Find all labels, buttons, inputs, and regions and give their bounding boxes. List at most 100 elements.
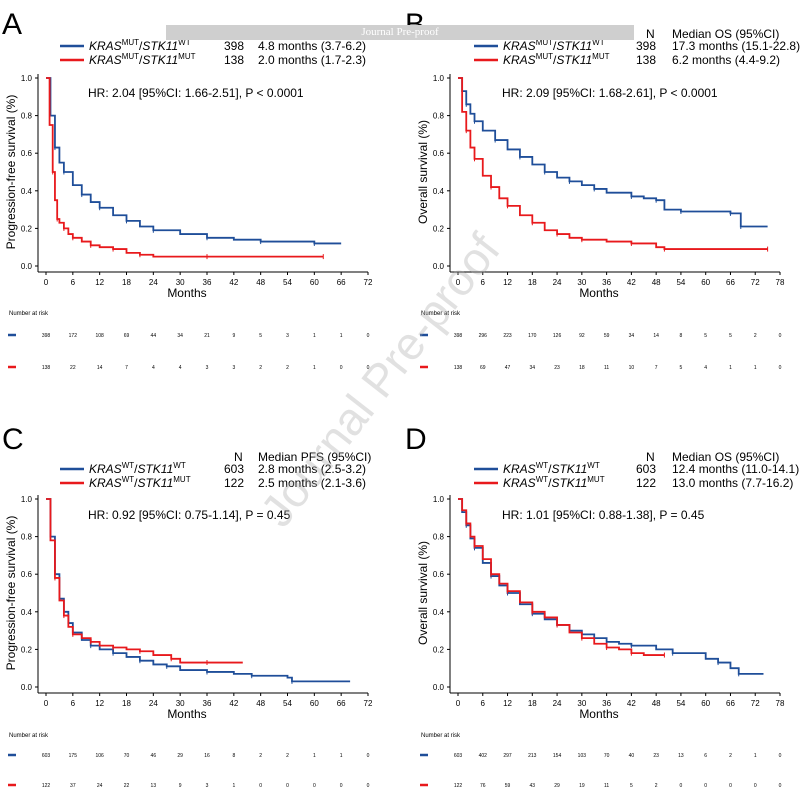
risk-count: 4 [704,365,707,371]
risk-count: 398 [454,333,463,339]
x-tick-label: 12 [95,278,104,287]
risk-count: 5 [259,333,262,339]
x-tick-label: 48 [652,699,661,708]
risk-count: 154 [553,753,562,759]
risk-count: 10 [629,365,635,371]
risk-count: 2 [259,365,262,371]
survival-curve-mut [458,499,664,655]
y-tick-label: 0.6 [21,570,33,579]
legend-n-value: 398 [224,39,244,53]
y-tick-label: 0.8 [433,533,445,542]
risk-count: 1 [340,333,343,339]
risk-count: 22 [70,365,76,371]
risk-count: 40 [629,753,635,759]
risk-count: 0 [367,365,370,371]
risk-count: 603 [454,753,463,759]
legend-median-value: 2.5 months (2.1-3.6) [258,476,366,490]
x-tick-label: 24 [149,699,158,708]
risk-count: 76 [480,783,486,789]
risk-count: 126 [553,333,562,339]
risk-count: 2 [655,783,658,789]
risk-count: 92 [579,333,585,339]
x-tick-label: 18 [122,699,131,708]
y-tick-label: 0.8 [21,533,33,542]
survival-curve-wt [46,499,350,681]
x-tick-label: 78 [776,699,785,708]
risk-count: 213 [528,753,537,759]
x-tick-label: 0 [44,699,49,708]
risk-count: 23 [554,365,560,371]
x-tick-label: 48 [652,278,661,287]
risk-count: 70 [604,753,610,759]
legend-n-value: 603 [224,462,244,476]
risk-count: 1 [340,753,343,759]
risk-count: 1 [313,365,316,371]
hazard-ratio-text: HR: 2.09 [95%CI: 1.68-2.61], P < 0.0001 [502,86,718,100]
x-tick-label: 54 [676,699,685,708]
x-tick-label: 54 [283,699,292,708]
x-tick-label: 18 [528,278,537,287]
risk-count: 29 [177,753,183,759]
x-tick-label: 60 [701,699,710,708]
x-tick-label: 12 [503,278,512,287]
legend-n-value: 122 [636,476,656,490]
x-tick-label: 72 [364,278,373,287]
panel-b: B0.00.20.40.60.81.0061218243036424854606… [405,8,800,371]
x-tick-label: 6 [481,278,486,287]
x-tick-label: 6 [481,699,486,708]
x-tick-label: 66 [726,699,735,708]
risk-count: 0 [259,783,262,789]
risk-count: 122 [454,783,463,789]
risk-count: 6 [704,753,707,759]
risk-count: 398 [42,333,51,339]
risk-count: 0 [313,783,316,789]
legend-median-value: 12.4 months (11.0-14.1) [672,462,799,476]
risk-count: 8 [232,753,235,759]
risk-count: 603 [42,753,51,759]
risk-count: 14 [653,333,659,339]
risk-count: 11 [604,365,609,371]
x-tick-label: 24 [553,278,562,287]
x-tick-label: 78 [776,278,785,287]
legend-n-value: 138 [224,53,244,67]
risk-count: 47 [505,365,511,371]
risk-count: 5 [729,333,732,339]
x-axis-label: Months [579,707,618,721]
risk-count: 0 [779,783,782,789]
risk-count: 122 [42,783,51,789]
x-tick-label: 6 [71,278,76,287]
panel-letter: A [2,8,22,41]
figure-canvas: A0.00.20.40.60.81.00 6 12 18 24 30 36 42 48 54 60 6… [0,0,802,798]
risk-count: 11 [604,783,609,789]
risk-count: 170 [528,333,537,339]
risk-count: 8 [680,333,683,339]
x-tick-label: 60 [310,278,319,287]
y-tick-label: 1.0 [21,74,33,83]
y-axis-label: Overall survival (%) [416,541,430,645]
risk-count: 9 [179,783,182,789]
x-tick-label: 72 [751,278,760,287]
y-axis-label: Overall survival (%) [416,120,430,224]
risk-count: 2 [286,753,289,759]
legend-label: KRASMUT/STK11MUT [89,52,196,67]
risk-count: 5 [704,333,707,339]
risk-count: 59 [505,783,511,789]
risk-table-title: Number at risk [9,311,49,317]
panel-c: C0.00.20.40.60.81.00 6 12 18 24 30 36 42 48 54 60 6… [2,423,373,789]
legend-label: KRASMUT/STK11WT [503,38,605,53]
risk-count: 59 [604,333,610,339]
risk-count: 37 [70,783,76,789]
x-tick-label: 66 [726,278,735,287]
risk-count: 44 [151,333,157,339]
legend-median-value: 4.8 months (3.7-6.2) [258,39,366,53]
risk-count: 69 [480,365,486,371]
risk-count: 0 [779,333,782,339]
risk-count: 69 [124,333,130,339]
y-tick-label: 0.4 [433,187,445,196]
risk-count: 16 [204,753,210,759]
risk-count: 29 [554,783,560,789]
hazard-ratio-text: HR: 2.04 [95%CI: 1.66-2.51], P < 0.0001 [88,86,304,100]
legend-label: KRASWT/STK11WT [503,461,600,476]
risk-count: 2 [259,753,262,759]
risk-table-title: Number at risk [421,311,461,317]
